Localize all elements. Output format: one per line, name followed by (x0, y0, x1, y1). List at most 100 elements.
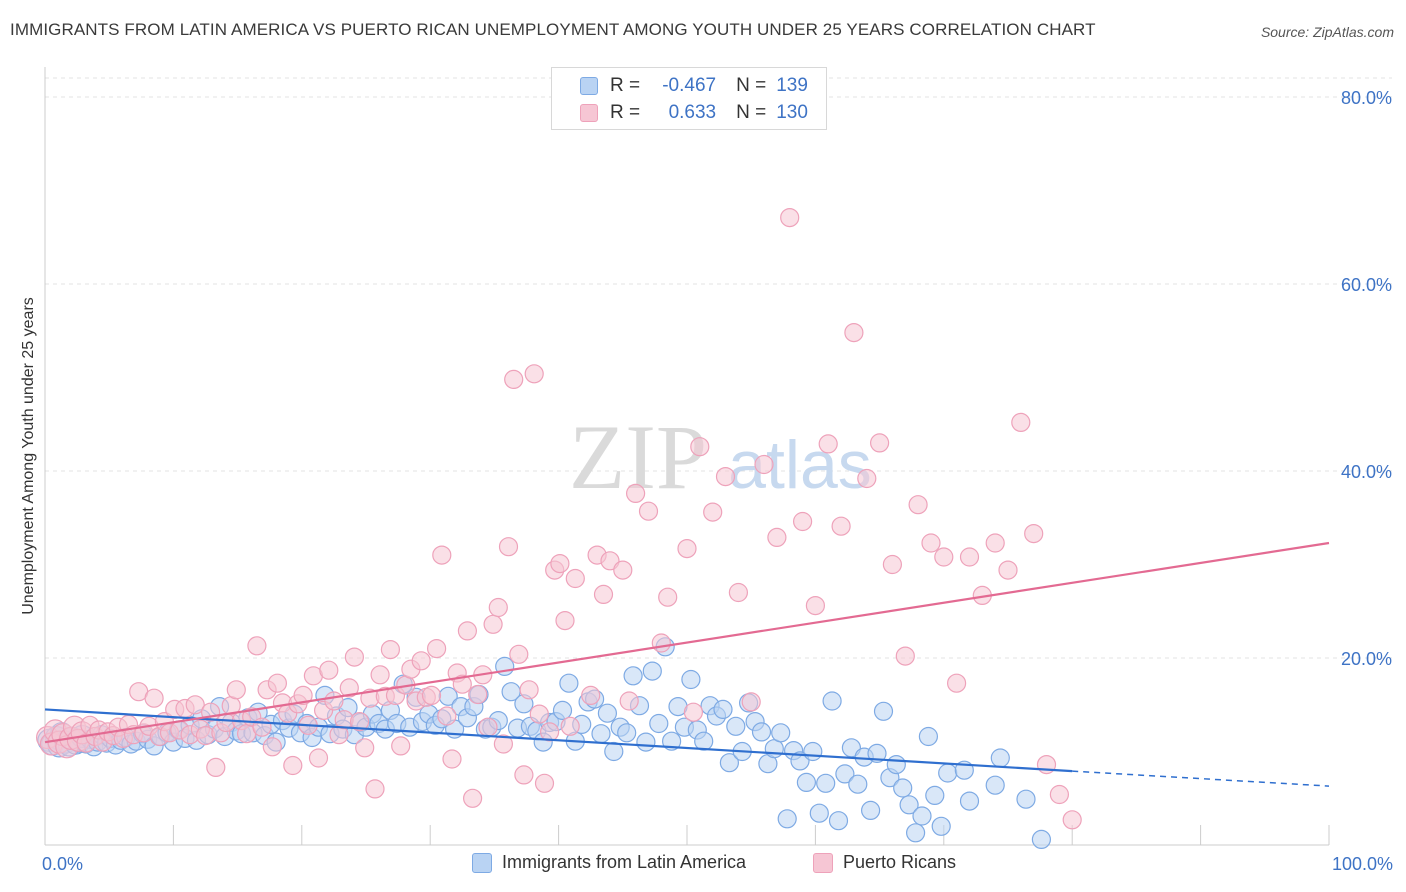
pink-point (818, 434, 838, 454)
pink-point (504, 369, 524, 389)
pink-point (959, 547, 980, 567)
blue-point (867, 743, 887, 764)
bottom-legend: Immigrants from Latin America Puerto Ric… (0, 852, 1406, 878)
pink-point (658, 587, 678, 607)
legend-label-blue: Immigrants from Latin America (502, 852, 747, 872)
pink-point (365, 779, 385, 799)
stats-r-blue: -0.467 (662, 75, 717, 96)
pink-point (524, 364, 544, 384)
blue-point (719, 753, 740, 773)
blue-point (985, 775, 1005, 795)
pink-point (519, 680, 539, 700)
pink-point (754, 454, 774, 475)
pink-point (998, 560, 1018, 580)
blue-point (886, 754, 906, 775)
blue-point (912, 806, 932, 826)
watermark-atlas: atlas (728, 427, 872, 503)
pink-point (308, 748, 329, 768)
trend-line-blue (44, 708, 1073, 773)
pink-point (370, 665, 390, 685)
legend-label-pink: Puerto Ricans (843, 852, 957, 872)
pink-point (1049, 784, 1070, 805)
pink-point (488, 597, 508, 618)
pink-point (767, 527, 787, 548)
blue-point (597, 703, 618, 723)
pink-point (283, 755, 303, 776)
blue-point (617, 723, 637, 743)
pink-point (252, 717, 272, 737)
blue-point (816, 773, 836, 793)
blue-point (1016, 789, 1036, 809)
tick-labels: 20.0% 40.0% 60.0% 80.0% 0.0% 100.0% (42, 88, 1393, 874)
blue-point (777, 809, 797, 829)
y-tick-label-60: 60.0% (1341, 275, 1392, 295)
pink-point (985, 533, 1005, 553)
pink-point (411, 651, 431, 671)
blue-point (1031, 829, 1052, 850)
pink-point (437, 706, 457, 726)
stats-n-label-pink: N = (736, 102, 767, 123)
pink-point (293, 685, 313, 706)
legend-item-blue[interactable]: Immigrants from Latin America (472, 852, 746, 873)
pink-point (144, 688, 164, 708)
stats-row-pink: R = 0.633 N = 130 (552, 100, 808, 126)
pink-point (339, 678, 359, 698)
pink-point (560, 716, 580, 736)
blue-point (604, 741, 624, 762)
x-tick-label-max: 100.0% (1332, 854, 1393, 874)
legend-swatch-pink (813, 852, 833, 873)
pink-point (581, 685, 601, 706)
pink-point (350, 711, 370, 732)
pink-point (792, 511, 813, 532)
blue-point (771, 723, 791, 743)
pink-point (529, 704, 549, 724)
pink-point (831, 516, 851, 536)
pink-point (619, 691, 639, 711)
pink-point (651, 633, 671, 653)
pink-point (638, 501, 659, 521)
blue-point (559, 673, 579, 693)
legend-swatch-blue (472, 852, 492, 873)
pink-point (539, 722, 560, 742)
axes (44, 67, 1330, 846)
pink-point (741, 692, 761, 712)
pink-point (421, 685, 442, 706)
pink-point (457, 621, 477, 641)
pink-point (908, 495, 928, 515)
blue-point (925, 785, 945, 806)
blue-point (893, 778, 913, 798)
y-tick-label-80: 80.0% (1341, 88, 1392, 108)
blue-point (848, 774, 868, 794)
pink-point (185, 695, 205, 715)
blue-point (835, 764, 855, 784)
blue-point (990, 748, 1010, 768)
x-tick-label-min: 0.0% (42, 854, 83, 874)
series-pink-points (35, 208, 1082, 830)
pink-point (324, 691, 344, 711)
blue-point (938, 763, 958, 783)
pink-point (946, 673, 967, 693)
legend-item-pink[interactable]: Puerto Ricans (813, 852, 956, 873)
stats-n-pink: 130 (776, 102, 808, 123)
pink-point (895, 646, 915, 666)
blue-point (681, 669, 701, 690)
pink-point (206, 757, 226, 778)
blue-point (726, 716, 746, 736)
trend-line-blue-extension (1072, 770, 1330, 787)
pink-point (703, 502, 723, 522)
stats-r-label-pink: R = (610, 102, 641, 123)
blue-point (623, 666, 643, 686)
blue-point (642, 661, 662, 681)
blue-point (918, 726, 939, 747)
pink-point (934, 547, 954, 567)
pink-point (478, 717, 498, 737)
pink-point (857, 468, 877, 489)
y-axis-label: Unemployment Among Youth under 25 years (20, 297, 37, 615)
blue-point (931, 816, 951, 836)
pink-point (780, 208, 800, 228)
trend-lines (44, 541, 1330, 787)
stats-legend: R = -0.467 N = 139 R = 0.633 N = 130 (551, 67, 827, 130)
pink-point (715, 467, 736, 487)
blue-point (636, 732, 656, 752)
